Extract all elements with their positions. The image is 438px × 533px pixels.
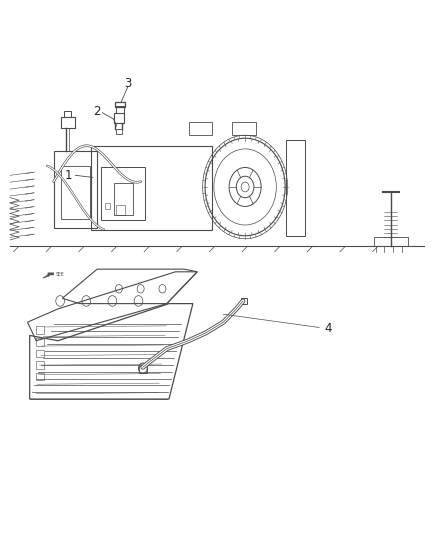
Bar (64, 111, 71, 117)
Bar (116, 102, 125, 108)
Bar (36, 326, 44, 334)
Text: 3: 3 (124, 77, 131, 90)
Bar (53, 151, 97, 228)
Bar (36, 338, 44, 345)
Text: 1: 1 (65, 169, 73, 182)
Bar (91, 146, 212, 230)
Bar (188, 122, 212, 135)
Text: 2: 2 (93, 105, 101, 118)
Bar (139, 366, 147, 373)
Text: SEE: SEE (56, 272, 64, 278)
Bar (105, 203, 110, 209)
Bar (241, 298, 247, 304)
Bar (36, 373, 44, 381)
Bar (114, 183, 133, 215)
Bar (102, 167, 145, 220)
Bar (116, 128, 121, 134)
Bar (116, 107, 124, 113)
Bar (286, 140, 305, 236)
Text: 4: 4 (324, 322, 332, 335)
Bar (116, 205, 125, 215)
Polygon shape (43, 273, 53, 278)
Bar (374, 237, 408, 246)
Bar (36, 361, 44, 369)
Bar (36, 350, 44, 357)
Bar (61, 166, 90, 219)
Bar (114, 113, 124, 123)
Bar (61, 117, 74, 127)
Bar (232, 122, 256, 135)
